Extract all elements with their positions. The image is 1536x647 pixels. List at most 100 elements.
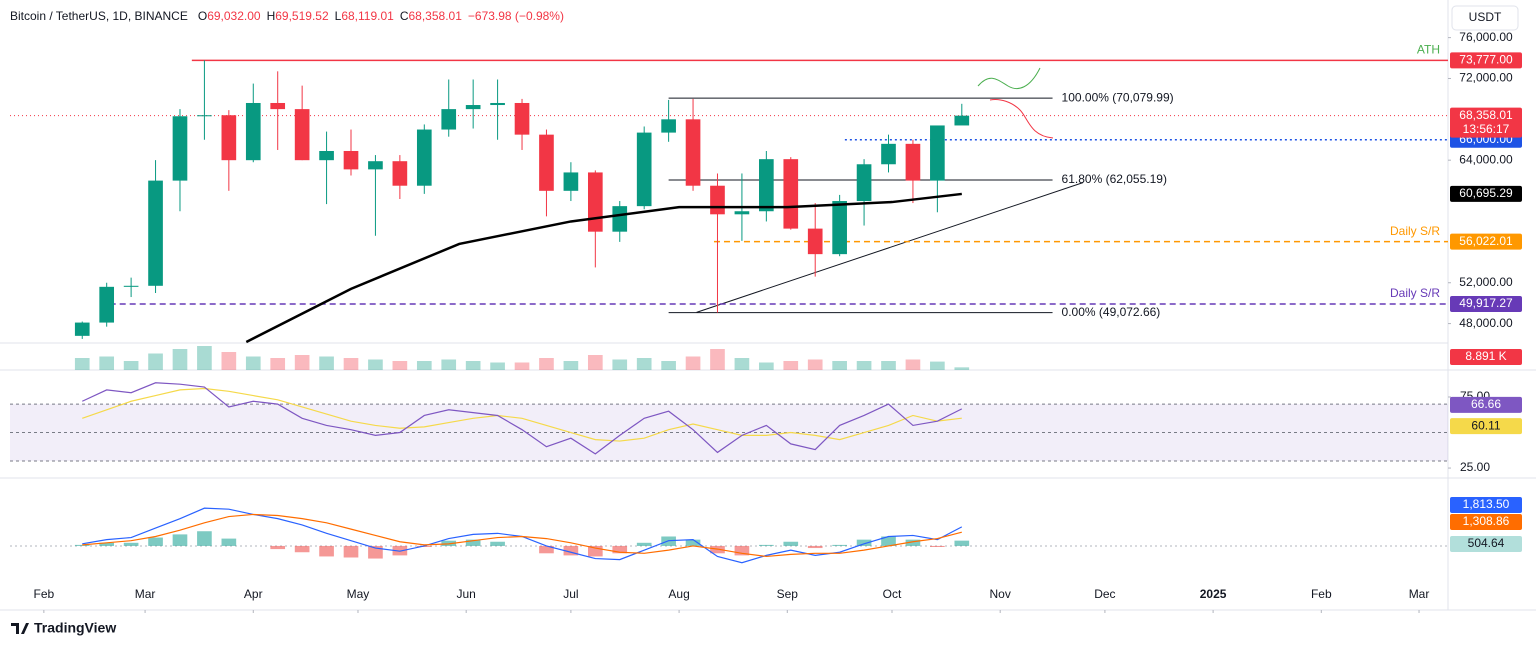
x-tick-label: Sep xyxy=(777,587,799,601)
currency-button[interactable] xyxy=(1451,5,1519,31)
volume-bar xyxy=(416,361,432,370)
candle-body xyxy=(954,115,970,126)
volume-bar xyxy=(294,355,310,370)
volume-bar xyxy=(270,358,286,370)
macd-histogram-bar xyxy=(832,544,847,546)
x-tick-label: Feb xyxy=(34,587,55,601)
histogram-label: 504.64 xyxy=(1468,536,1505,550)
header-value: 69,519.52 xyxy=(275,9,329,23)
level-label-box xyxy=(1450,233,1522,250)
macd-histogram-bar xyxy=(343,545,359,558)
x-tick-label: Jul xyxy=(563,587,578,601)
moving-average xyxy=(245,192,962,344)
y-tick-label: 72,000.00 xyxy=(1459,71,1513,85)
volume-bar xyxy=(587,355,603,370)
candle-body xyxy=(710,185,725,215)
level-label-box xyxy=(1450,296,1522,313)
volume-bar xyxy=(319,356,334,370)
currency-label[interactable]: USDT xyxy=(1469,10,1502,24)
candle-body xyxy=(930,125,945,181)
macd-label: 1,308.86 xyxy=(1463,514,1510,528)
volume-bar xyxy=(514,362,530,370)
logo: TradingView xyxy=(11,620,116,636)
candle-body xyxy=(172,116,188,181)
candle-body xyxy=(392,161,408,186)
x-tick-label: Aug xyxy=(668,587,689,601)
volume-bar xyxy=(490,362,505,370)
x-tick-label: Feb xyxy=(1311,587,1332,601)
candle-body xyxy=(245,102,261,161)
volume-bar xyxy=(392,361,408,370)
candle-body xyxy=(612,206,628,232)
header-value: 69,032.00 xyxy=(207,9,261,23)
macd-histogram-bar xyxy=(74,544,90,546)
fib-label: 61.80% (62,055.19) xyxy=(1062,172,1167,186)
header-value: 68,358.01 xyxy=(409,9,463,23)
candle-body xyxy=(685,119,701,186)
volume-bar xyxy=(832,361,847,370)
candle-body xyxy=(490,102,505,106)
candle-body xyxy=(368,161,383,170)
logo-mark xyxy=(11,623,29,634)
x-tick-label: Oct xyxy=(883,587,902,601)
header-key: L xyxy=(335,9,342,23)
volume-bar xyxy=(368,359,383,370)
x-tick-label: 2025 xyxy=(1200,587,1227,601)
level-label: 56,022.01 xyxy=(1459,234,1513,248)
header-key: C xyxy=(400,9,409,23)
volume-bar xyxy=(221,352,237,370)
volume-bar xyxy=(661,361,676,370)
macd-histogram-bar xyxy=(319,545,334,557)
macd-label: 1,813.50 xyxy=(1463,497,1510,511)
current-price-box xyxy=(1450,107,1522,138)
candle-body xyxy=(148,180,163,286)
x-tick-label: Jun xyxy=(457,587,476,601)
volume-bar xyxy=(710,349,725,370)
volume-bar xyxy=(807,359,823,370)
candle-body xyxy=(856,164,872,202)
candle-body xyxy=(123,285,139,287)
macd-histogram-bar xyxy=(856,539,872,546)
rsi-label: 60.11 xyxy=(1471,418,1500,432)
candle-body xyxy=(661,119,676,133)
macd-histogram-bar xyxy=(930,545,945,547)
macd-histogram-bar xyxy=(294,545,310,553)
level-note: ATH xyxy=(1417,42,1440,56)
macd-histogram-bar xyxy=(172,534,188,546)
candle-body xyxy=(441,109,457,130)
brand: TradingView xyxy=(34,620,116,636)
volume-bar xyxy=(245,356,261,370)
candle-body xyxy=(221,115,237,161)
macd-histogram-bar xyxy=(685,539,701,546)
x-tick-label: Mar xyxy=(135,587,156,601)
x-tick-label: Dec xyxy=(1094,587,1115,601)
volume-bar xyxy=(636,358,652,370)
candle-body xyxy=(783,159,799,229)
volume-bar xyxy=(563,361,579,370)
header-key: H xyxy=(267,9,276,23)
candle-body xyxy=(343,150,359,170)
macd-histogram-bar xyxy=(881,536,896,546)
rsi-label: 66.66 xyxy=(1471,397,1501,411)
macd-histogram-bar xyxy=(148,537,163,546)
macd-histogram-bar xyxy=(563,545,579,556)
candle-body xyxy=(807,228,823,255)
volume-bar xyxy=(905,359,921,370)
volume-bar xyxy=(99,356,115,370)
volume-bar xyxy=(465,361,481,370)
candle-body xyxy=(270,102,286,110)
volume-label-box xyxy=(1450,349,1522,365)
volume-bar xyxy=(197,346,212,370)
macd-line xyxy=(82,513,962,558)
level-label: 73,777.00 xyxy=(1459,52,1513,66)
volume-label: 8.891 K xyxy=(1465,349,1506,363)
volume-bar xyxy=(123,361,139,370)
macd-label-box xyxy=(1450,497,1522,513)
volume-bar xyxy=(612,359,628,370)
macd-histogram-bar xyxy=(221,538,237,546)
projection-down xyxy=(989,99,1054,139)
level-note: Daily S/R xyxy=(1390,286,1440,300)
volume-bar xyxy=(881,361,896,370)
y-tick-label: 52,000.00 xyxy=(1459,275,1513,289)
